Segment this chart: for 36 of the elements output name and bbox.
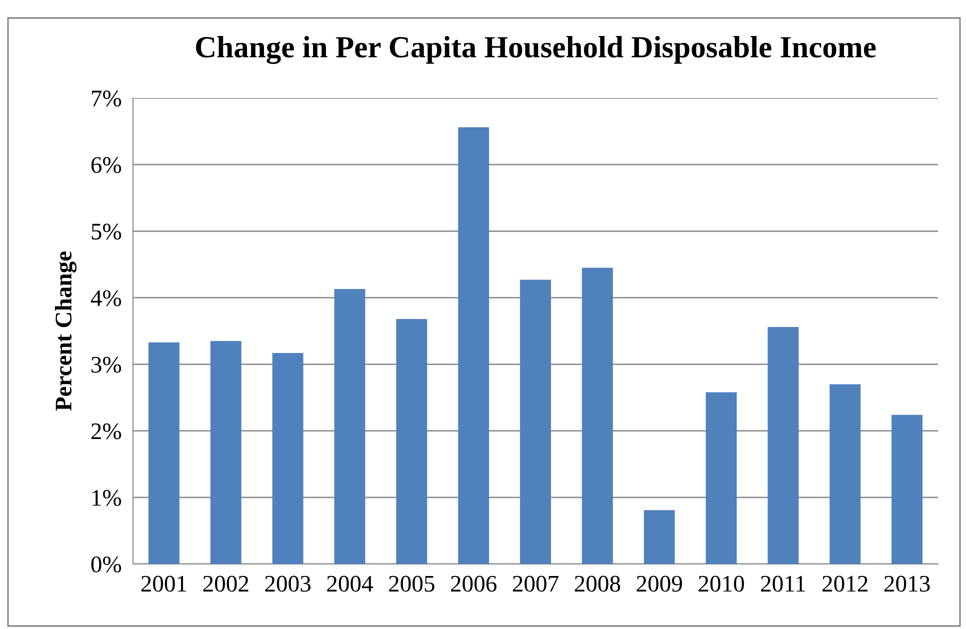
y-tick-label: 2% (91, 423, 122, 440)
y-axis-title: Percent Change (54, 251, 77, 411)
x-tick-label: 2003 (265, 576, 310, 592)
y-tick-label: 4% (90, 290, 122, 306)
bar (520, 280, 551, 564)
bar (768, 327, 799, 564)
x-tick-label: 2007 (512, 576, 558, 592)
x-tick-label: 2009 (636, 576, 682, 592)
x-tick-label: 2001 (141, 576, 186, 592)
y-tick-label: 6% (91, 157, 122, 174)
y-tick-label: 1% (92, 490, 122, 506)
bar (396, 319, 428, 564)
x-tick-label: 2012 (822, 576, 868, 592)
bar (458, 127, 490, 564)
x-tick-label: 2006 (451, 576, 496, 592)
x-tick-label: 2010 (698, 576, 744, 592)
x-tick-label: 2011 (761, 576, 805, 592)
y-tick-label: 3% (92, 356, 122, 373)
bar (272, 352, 304, 564)
bar (706, 392, 737, 564)
x-tick-label: 2013 (884, 576, 930, 592)
bar (582, 268, 613, 564)
bar (210, 340, 242, 564)
x-tick-label: 2004 (327, 576, 373, 592)
y-tick-label: 7% (92, 90, 122, 106)
x-tick-label: 2008 (574, 576, 620, 592)
bar (148, 342, 180, 564)
bar (830, 384, 861, 564)
bar (892, 414, 923, 564)
y-tick-label: 0% (91, 556, 122, 572)
x-tick-label: 2005 (389, 576, 434, 592)
bar (644, 510, 675, 564)
y-tick-label: 5% (92, 224, 122, 240)
chart-title: Change in Per Capita Household Disposable Income (196, 36, 876, 64)
bar (334, 289, 366, 564)
x-tick-label: 2002 (203, 576, 248, 592)
